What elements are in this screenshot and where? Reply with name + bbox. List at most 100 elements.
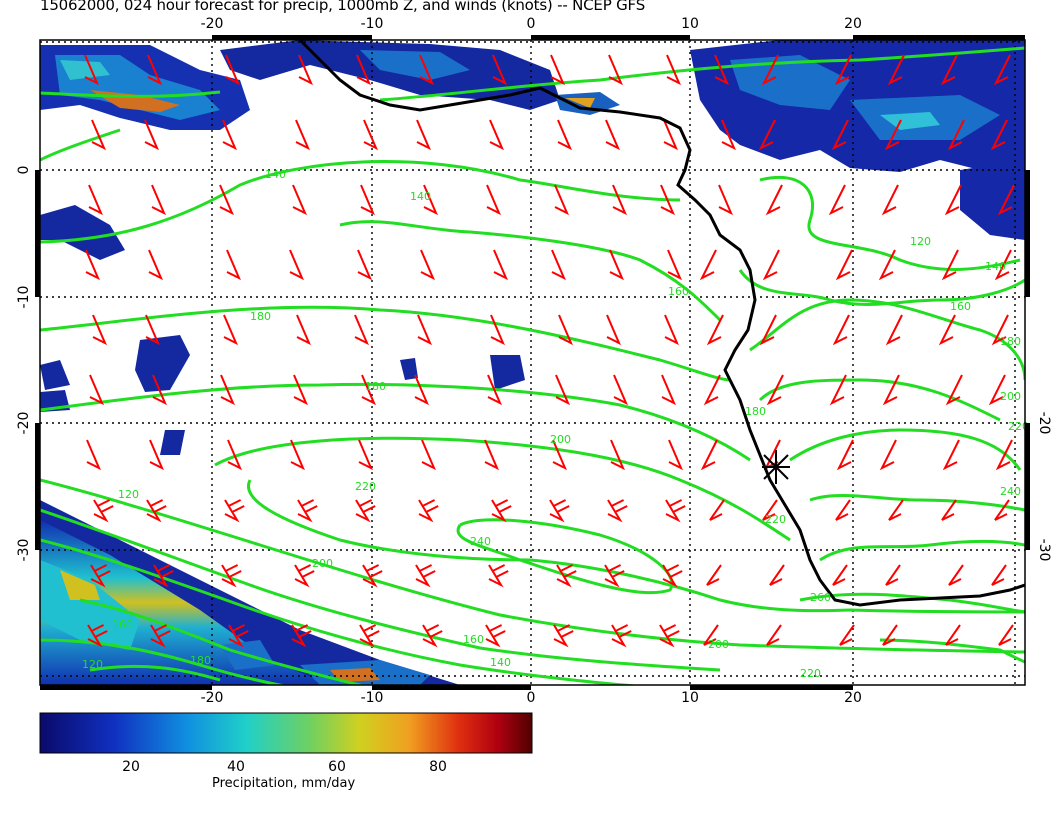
contour-label: 160	[463, 633, 484, 646]
wind-barb	[709, 499, 725, 521]
wind-barb	[834, 54, 852, 86]
wind-barb	[226, 249, 241, 281]
wind-barb	[294, 564, 315, 588]
contour-label: 220	[800, 667, 821, 680]
wind-barb	[220, 374, 235, 406]
wind-barb	[87, 624, 108, 648]
colorbar: 20 40 60 80	[39, 712, 533, 775]
wind-barb	[718, 184, 733, 216]
wind-barb	[835, 249, 853, 281]
wind-barb	[557, 119, 572, 151]
wind-barb	[421, 439, 436, 471]
colorbar-tick: 60	[328, 759, 346, 775]
contour-label: 140	[410, 190, 431, 203]
wind-barb	[721, 119, 736, 151]
contour-label: 260	[810, 591, 831, 604]
wind-barb	[150, 624, 171, 648]
wind-barb	[490, 314, 505, 346]
wind-barb	[610, 439, 625, 471]
wind-barb	[492, 54, 507, 86]
lon-label: 10	[681, 690, 699, 706]
wind-barb	[357, 249, 372, 281]
wind-barb	[660, 184, 675, 216]
wind-barb	[661, 374, 676, 406]
lon-label: 20	[844, 690, 862, 706]
wind-barb	[605, 119, 620, 151]
wind-barb	[609, 249, 624, 281]
colorbar-gradient	[39, 712, 533, 754]
wind-barb	[85, 249, 100, 281]
wind-barb	[991, 314, 1009, 346]
wind-barb	[836, 439, 854, 471]
wind-barb	[554, 184, 569, 216]
wind-barb	[831, 119, 849, 151]
contour-label: 180	[745, 405, 766, 418]
lon-label: -20	[201, 16, 224, 32]
wind-barb	[298, 54, 313, 86]
wind-barb	[361, 374, 376, 406]
wind-barb	[612, 184, 627, 216]
wind-barb	[604, 564, 625, 588]
wind-barb	[759, 314, 777, 346]
wind-barb	[664, 314, 679, 346]
wind-barb	[151, 184, 166, 216]
wind-barb	[484, 439, 499, 471]
colorbar-tick: 40	[227, 759, 245, 775]
lon-label: -20	[201, 690, 224, 706]
wind-barb	[948, 564, 964, 586]
contour-label: 180	[250, 310, 271, 323]
wind-barb	[290, 439, 305, 471]
wind-barb	[148, 249, 163, 281]
wind-barb	[423, 184, 438, 216]
contour-label: 180	[365, 380, 386, 393]
wind-barb	[551, 249, 566, 281]
map-border-ticks	[35, 35, 1030, 690]
wind-barb	[291, 624, 312, 648]
wind-barb	[558, 314, 573, 346]
contour-label: 160	[668, 285, 689, 298]
wind-barb	[666, 54, 681, 86]
lon-label: 0	[527, 690, 536, 706]
wind-barb	[882, 374, 900, 406]
wind-barb	[550, 54, 565, 86]
wind-barb	[491, 499, 512, 523]
contour-label: 160	[950, 300, 971, 313]
contour-label: 220	[765, 513, 786, 526]
wind-barb	[835, 499, 851, 521]
contour-label: 200	[312, 557, 333, 570]
wind-barb	[941, 249, 959, 281]
lat-label: 0	[16, 166, 32, 175]
contour-label: 220	[355, 480, 376, 493]
wind-barb	[487, 374, 502, 406]
lon-label: -10	[361, 690, 384, 706]
contour-label: 140	[265, 168, 286, 181]
wind-barb	[762, 249, 780, 281]
wind-barb	[224, 499, 245, 523]
lat-label: -20	[1036, 412, 1052, 435]
left-lat-labels: 0 -10 -20 -30	[16, 166, 32, 562]
wind-barb	[888, 499, 904, 521]
wind-barb	[417, 314, 432, 346]
contour-labels: 140 140 180 180 200 220 240 160 120 120 140 160 180 2…	[82, 168, 1029, 680]
wind-barb	[611, 624, 632, 648]
wind-barb	[88, 184, 103, 216]
wind-barb	[416, 119, 431, 151]
wind-barb	[91, 119, 106, 151]
contour-label: 240	[470, 535, 491, 548]
lon-label: -10	[361, 16, 384, 32]
colorbar-tick: 20	[122, 759, 140, 775]
wind-barb	[486, 184, 501, 216]
wind-barb	[225, 54, 240, 86]
contour-label: 200	[708, 638, 729, 651]
wind-barb	[659, 624, 680, 648]
wind-barb	[706, 564, 722, 586]
wind-barb	[86, 439, 101, 471]
map-title: 15062000, 024 hour forecast for precip, …	[40, 0, 646, 14]
wind-barb	[758, 119, 776, 151]
wind-barb	[90, 564, 111, 588]
wind-barb	[93, 499, 114, 523]
wind-barb	[493, 249, 508, 281]
wind-barb	[829, 374, 847, 406]
wind-barb	[149, 439, 164, 471]
wind-barb	[221, 564, 242, 588]
